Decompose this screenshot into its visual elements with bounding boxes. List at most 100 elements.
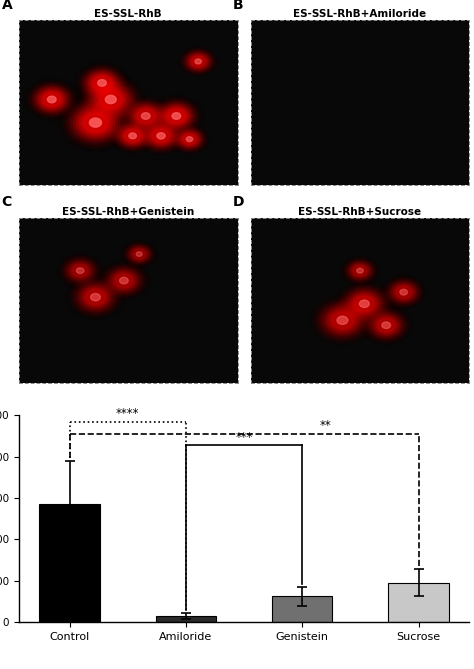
Circle shape [176,129,203,149]
Circle shape [180,132,199,147]
Circle shape [162,105,191,126]
Circle shape [136,252,142,256]
Circle shape [135,108,156,124]
Circle shape [84,79,137,120]
Circle shape [133,106,158,125]
Circle shape [352,265,368,277]
Circle shape [144,123,178,149]
Circle shape [388,280,419,304]
Text: C: C [1,195,12,209]
Circle shape [118,125,146,147]
Circle shape [353,295,376,312]
Circle shape [133,250,146,259]
Circle shape [374,316,399,334]
Circle shape [164,106,189,125]
Circle shape [111,271,136,290]
Circle shape [147,126,174,146]
Circle shape [355,296,374,311]
Circle shape [34,86,70,113]
Circle shape [318,302,367,339]
Circle shape [191,56,205,66]
Circle shape [126,101,165,131]
Circle shape [151,128,171,143]
Title: ES-SSL-RhB+Sucrose: ES-SSL-RhB+Sucrose [299,207,421,217]
Circle shape [400,289,408,295]
Circle shape [120,126,145,145]
Circle shape [115,274,133,287]
Circle shape [80,285,111,309]
Circle shape [113,272,135,288]
Circle shape [95,88,126,111]
Circle shape [359,300,369,308]
Circle shape [322,305,363,335]
Circle shape [175,128,204,151]
Circle shape [90,74,114,92]
Circle shape [125,130,140,142]
Circle shape [76,268,84,274]
Circle shape [39,90,64,109]
Bar [388,583,449,622]
Circle shape [82,286,109,308]
Circle shape [86,290,105,304]
Text: B: B [233,0,244,12]
Circle shape [83,114,108,132]
Circle shape [66,100,125,145]
Text: D: D [233,195,245,209]
Circle shape [129,247,149,262]
Circle shape [377,318,395,332]
Circle shape [141,112,150,119]
Text: A: A [1,0,12,12]
Circle shape [344,288,384,319]
Circle shape [185,52,211,72]
Title: ES-SSL-RhB: ES-SSL-RhB [94,9,162,19]
Bar [272,596,332,622]
Circle shape [348,262,372,280]
Circle shape [149,127,173,145]
Circle shape [82,68,122,98]
Circle shape [83,288,107,306]
Circle shape [132,248,146,260]
Circle shape [183,50,213,73]
Circle shape [66,260,94,281]
Text: ****: **** [116,407,139,420]
Circle shape [128,102,164,130]
Circle shape [183,134,196,144]
Circle shape [349,263,371,279]
Circle shape [89,82,133,116]
Circle shape [32,84,72,114]
Circle shape [177,130,201,149]
Circle shape [68,102,122,143]
Circle shape [127,245,152,264]
Circle shape [325,307,360,334]
Circle shape [195,59,201,64]
Circle shape [375,317,397,333]
Circle shape [47,96,56,103]
Circle shape [93,76,111,90]
Circle shape [393,284,415,300]
Circle shape [131,105,160,126]
Circle shape [396,286,411,298]
Circle shape [391,283,416,302]
Circle shape [64,259,96,282]
Circle shape [69,262,91,279]
Circle shape [86,81,136,118]
Circle shape [372,314,401,336]
Circle shape [348,292,380,316]
Circle shape [98,90,124,110]
Circle shape [158,102,194,130]
Circle shape [189,54,208,68]
Circle shape [73,106,118,139]
Circle shape [394,285,413,299]
Circle shape [41,92,62,108]
Circle shape [172,112,181,119]
Circle shape [36,88,68,112]
Circle shape [331,312,354,328]
Circle shape [84,70,120,96]
Circle shape [73,280,118,314]
Circle shape [179,131,200,147]
Circle shape [390,282,418,303]
Circle shape [106,267,142,294]
Circle shape [155,100,198,132]
Title: ES-SSL-RhB+Genistein: ES-SSL-RhB+Genistein [62,207,194,217]
Circle shape [350,293,378,314]
